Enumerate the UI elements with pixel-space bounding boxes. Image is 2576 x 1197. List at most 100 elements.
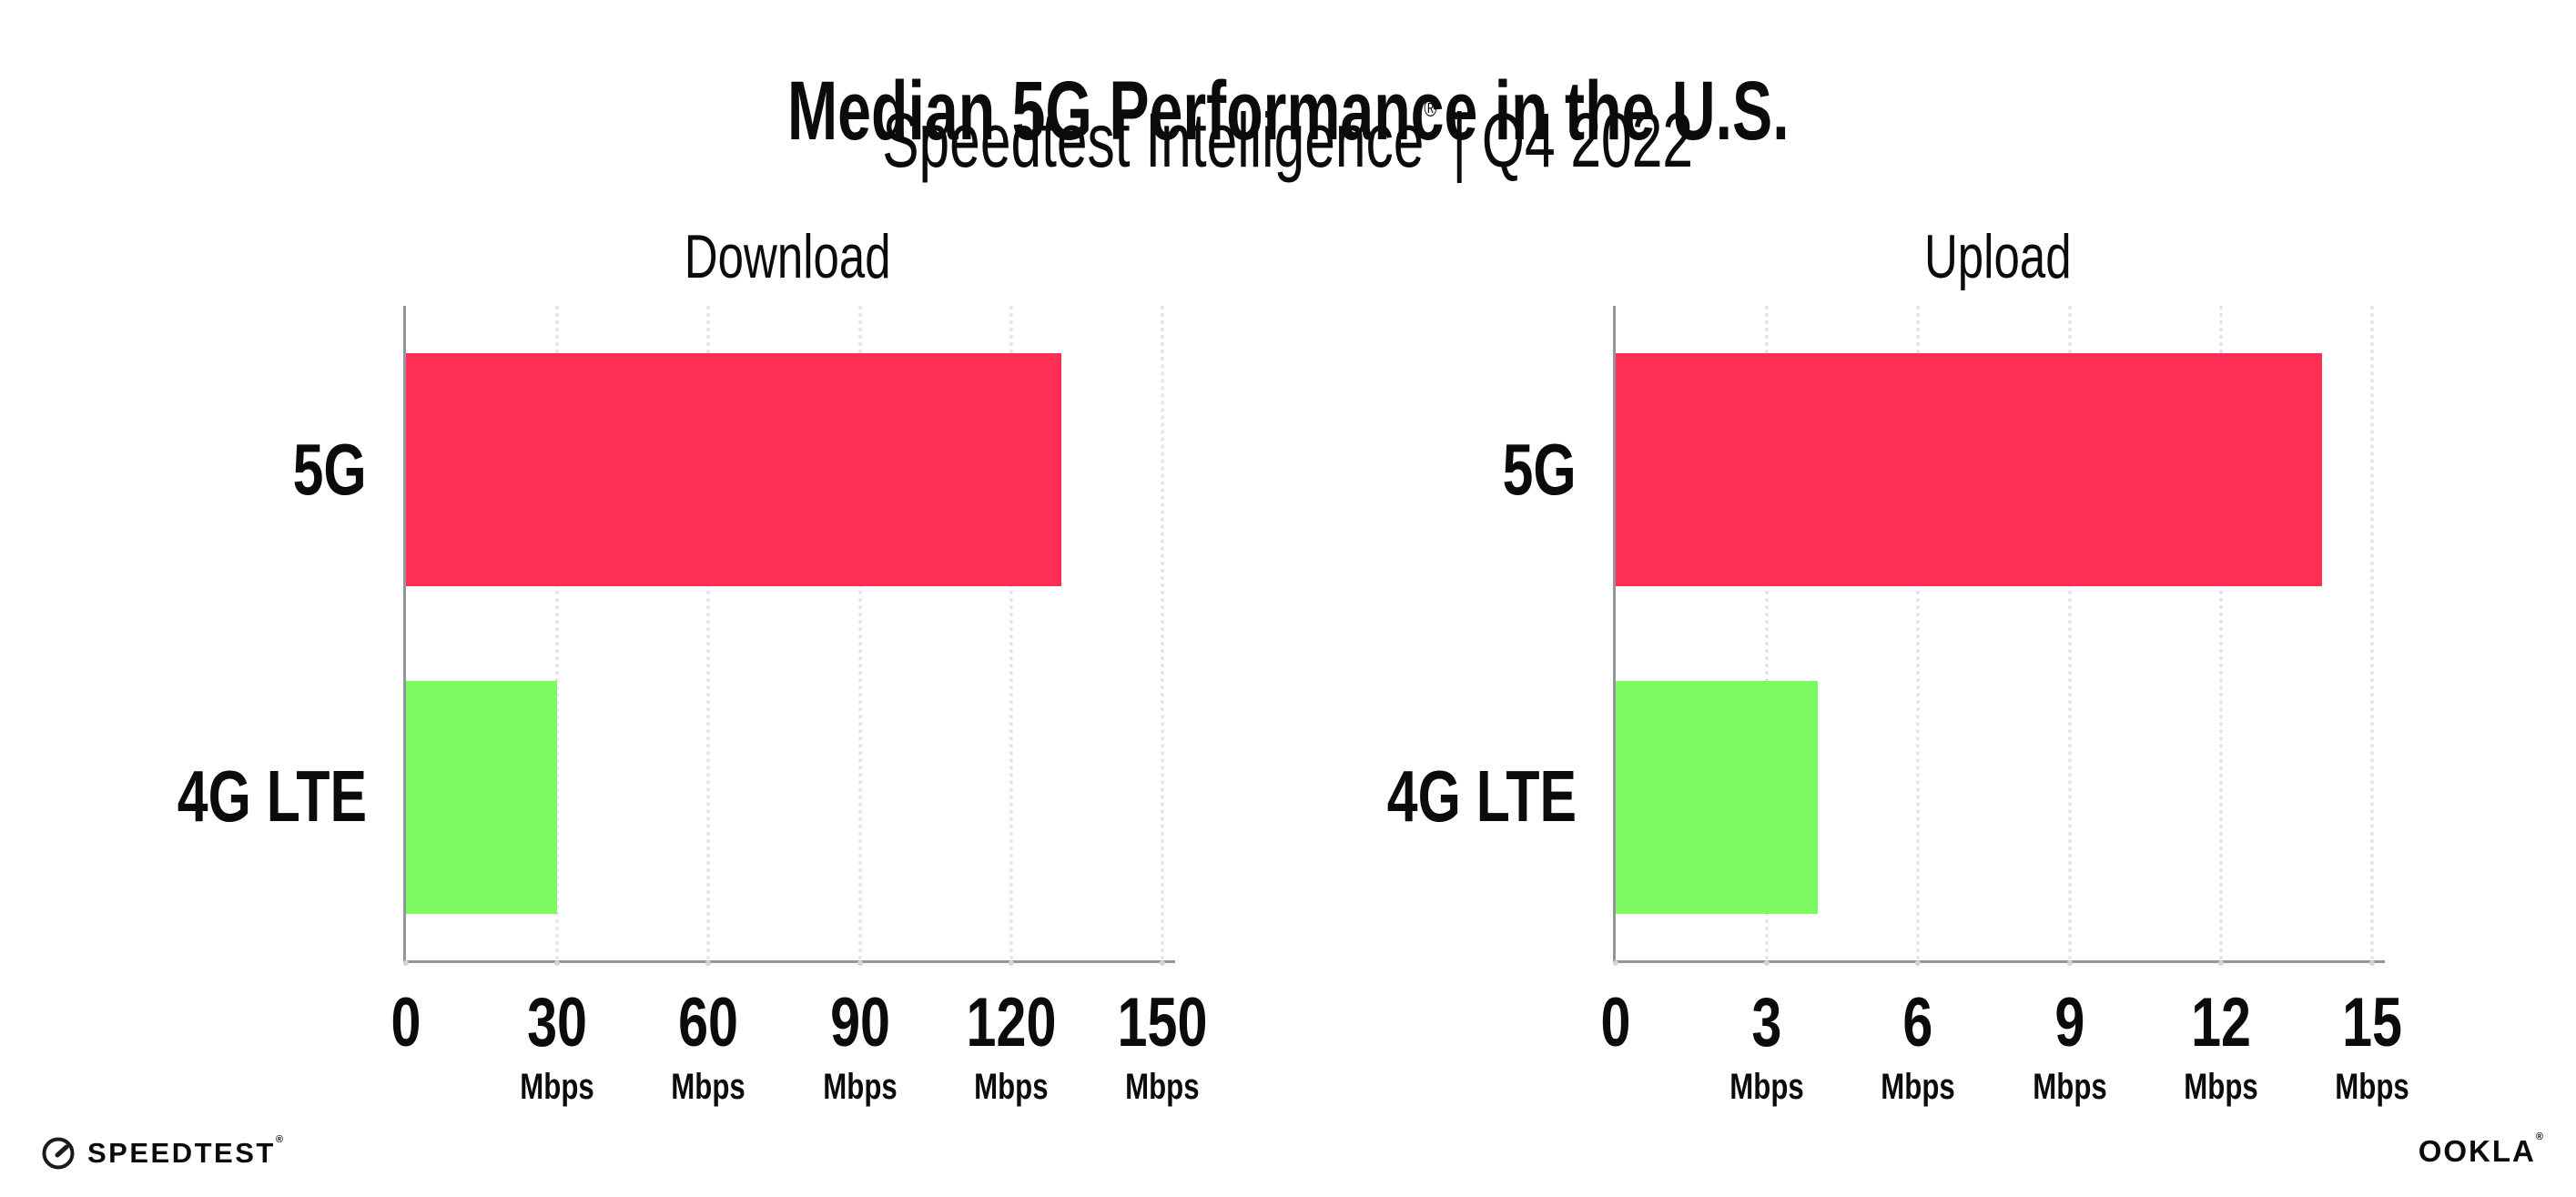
x-tick-label-0: 0 — [387, 989, 425, 1105]
tick-number-text: 150 — [1117, 984, 1208, 1061]
page-title: Median 5G Performance in the U.S. — [0, 69, 2576, 153]
x-tick-label-90: 90 Mbps — [812, 989, 907, 1106]
chart-body: 5G 4G LTE 0 3 Mbps 6 Mbps 9 Mbps 12 Mbps 15 Mbps — [1337, 306, 2409, 1105]
tick-dot-150 — [1159, 960, 1165, 966]
tick-number: 0 — [387, 989, 425, 1058]
x-tick-label-30: 30 Mbps — [510, 989, 604, 1106]
ookla-reg-mark: ® — [2535, 1131, 2545, 1142]
tick-dot-3 — [1764, 960, 1770, 966]
x-tick-label-6: 6 Mbps — [1871, 989, 1965, 1107]
x-tick-label-3: 3 Mbps — [1719, 989, 1814, 1106]
tick-number: 15 — [2325, 989, 2419, 1058]
category-labels: 5G 4G LTE — [127, 306, 403, 963]
tick-dot-120 — [1008, 960, 1014, 966]
category-label-4g-lte: 4G LTE — [127, 634, 403, 961]
tick-unit-text: Mbps — [822, 1067, 898, 1107]
tick-unit-text: Mbps — [2032, 1067, 2107, 1107]
tick-number: 30 — [510, 989, 604, 1058]
tick-number-text: 9 — [2054, 984, 2085, 1061]
tick-unit-text: Mbps — [1881, 1067, 1956, 1107]
bar-5g-download — [406, 353, 1062, 586]
tick-number-text: 30 — [527, 984, 588, 1061]
gridline-120 — [1009, 306, 1013, 960]
x-tick-label-0: 0 — [1597, 989, 1635, 1105]
bar-5g-upload — [1616, 353, 2322, 586]
gridline-150 — [1161, 306, 1164, 960]
chart-body: 5G 4G LTE 0 30 Mbps 60 Mbps 90 Mbps 120 Mbps 150 Mb… — [127, 306, 1207, 1105]
plot-area-upload: 0 3 Mbps 6 Mbps 9 Mbps 12 Mbps 15 Mbps — [1601, 306, 2409, 1105]
tick-number: 150 — [1105, 989, 1221, 1058]
tick-unit: Mbps — [2022, 1069, 2116, 1105]
tick-dot-90 — [857, 960, 863, 966]
tick-dot-0 — [402, 960, 409, 966]
page-subtitle: Speedtest Intelligence® | Q4 2022 — [0, 96, 2576, 178]
tick-unit: Mbps — [2174, 1069, 2268, 1105]
x-tick-label-60: 60 Mbps — [661, 989, 756, 1106]
gridline-15 — [2370, 306, 2374, 960]
tick-dot-0 — [1612, 960, 1618, 966]
category-label-text: 5G — [292, 428, 367, 510]
tick-number: 12 — [2174, 989, 2268, 1058]
tick-unit: Mbps — [1719, 1069, 1814, 1105]
chart-title-download: Download — [685, 222, 891, 291]
category-label-text: 5G — [1502, 428, 1577, 510]
tick-number-text: 0 — [1600, 984, 1631, 1061]
tick-unit: Mbps — [812, 1069, 907, 1105]
tick-dot-60 — [705, 960, 712, 966]
tick-number-text: 0 — [390, 984, 421, 1061]
tick-number: 120 — [953, 989, 1069, 1058]
tick-number-text: 12 — [2190, 984, 2251, 1061]
tick-unit — [387, 1069, 425, 1105]
tick-unit: Mbps — [1105, 1069, 1221, 1105]
tick-unit: Mbps — [953, 1069, 1069, 1105]
chart-title-upload: Upload — [1923, 222, 2072, 291]
category-label-text: 4G LTE — [1386, 756, 1577, 837]
bar-4g-lte-upload — [1616, 680, 1818, 914]
category-label-5g: 5G — [127, 306, 403, 634]
tick-unit-text: Mbps — [2335, 1067, 2409, 1107]
gridline-12 — [2218, 306, 2223, 960]
x-tick-label-15: 15 Mbps — [2325, 989, 2419, 1106]
tick-number: 60 — [661, 989, 756, 1058]
tick-dot-6 — [1915, 960, 1922, 966]
tick-unit-text: Mbps — [1125, 1067, 1200, 1107]
tick-number: 90 — [812, 989, 907, 1058]
tick-number: 3 — [1719, 989, 1814, 1058]
tick-number-text: 120 — [966, 984, 1057, 1061]
plot-area-download: 0 30 Mbps 60 Mbps 90 Mbps 120 Mbps 150 Mbps — [391, 306, 1207, 1105]
tick-unit: Mbps — [2325, 1069, 2419, 1105]
x-tick-label-9: 9 Mbps — [2022, 989, 2116, 1106]
category-label-5g: 5G — [1337, 306, 1613, 634]
gridline-30 — [555, 306, 560, 960]
x-tick-label-120: 120 Mbps — [953, 989, 1069, 1106]
tick-unit — [1597, 1069, 1635, 1105]
category-label-text: 4G LTE — [177, 756, 367, 837]
speedtest-gauge-icon — [42, 1137, 75, 1170]
chart-download: Download 5G 4G LTE 0 30 Mbps 60 Mbps 90 Mbps 120… — [127, 222, 1208, 1105]
tick-number: 0 — [1597, 989, 1635, 1058]
tick-unit: Mbps — [510, 1069, 604, 1105]
x-tick-label-150: 150 Mbps — [1105, 989, 1221, 1106]
gridline-3 — [1765, 306, 1770, 960]
page-subtitle-text: Speedtest Intelligence® | Q4 2022 — [883, 96, 1694, 178]
subtitle-period: | Q4 2022 — [1437, 97, 1694, 183]
tick-number: 6 — [1871, 989, 1965, 1058]
tick-dot-15 — [2368, 960, 2375, 966]
tick-number-text: 3 — [1751, 984, 1782, 1061]
tick-number-text: 90 — [829, 984, 890, 1061]
tick-number-text: 6 — [1902, 984, 1933, 1061]
tick-unit-text: Mbps — [2184, 1067, 2258, 1107]
chart-upload: Upload 5G 4G LTE 0 3 Mbps 6 Mbps 9 Mbps 12 Mbps 15… — [1337, 222, 2409, 1105]
tick-number-text: 15 — [2342, 984, 2402, 1061]
ookla-logo: OOKLA® — [2419, 1132, 2545, 1167]
x-tick-label-12: 12 Mbps — [2174, 989, 2268, 1106]
category-label-4g-lte: 4G LTE — [1337, 634, 1613, 961]
tick-number: 9 — [2022, 989, 2116, 1058]
tick-number-text: 60 — [678, 984, 739, 1061]
speedtest-wordmark: SPEEDTEST® — [87, 1133, 286, 1169]
subtitle-brand: Speedtest Intelligence — [882, 97, 1425, 183]
page-title-text: Median 5G Performance in the U.S. — [786, 64, 1790, 157]
gridline-60 — [706, 306, 711, 960]
tick-dot-9 — [2066, 960, 2073, 966]
